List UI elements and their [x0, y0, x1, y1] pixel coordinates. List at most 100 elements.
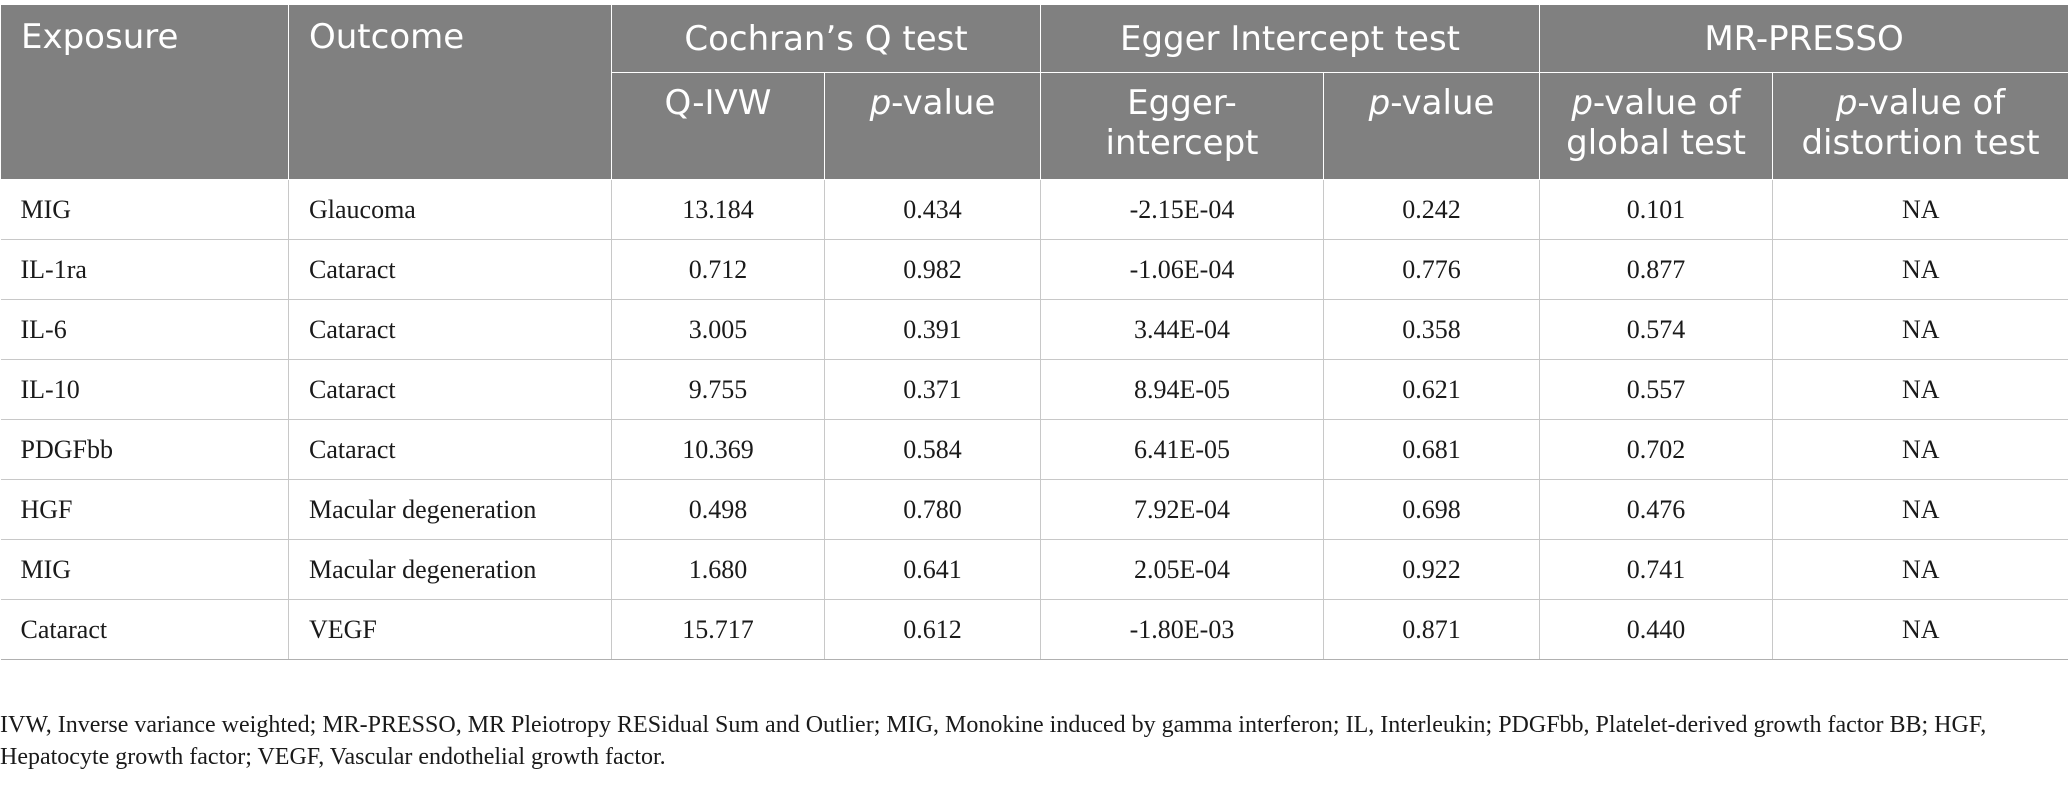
header-exposure: Exposure — [0, 4, 289, 180]
mr-sensitivity-table: Exposure Outcome Cochran’s Q test Egger … — [0, 4, 2068, 660]
cell-exposure: MIG — [0, 539, 289, 600]
cell-q-p: 0.982 — [824, 239, 1041, 300]
header-egger-intercept-test: Egger Intercept test — [1039, 4, 1541, 73]
p-value-suffix: -value — [891, 83, 996, 123]
cell-exposure: MIG — [0, 179, 289, 240]
table-row: IL-10 Cataract 9.755 0.371 8.94E-05 0.62… — [0, 359, 2068, 420]
header-q-p-value: p-value — [824, 72, 1041, 180]
cell-egger-p: 0.871 — [1322, 599, 1541, 660]
cell-q-p: 0.641 — [824, 539, 1041, 600]
header-row-sub: Q-IVW p-value Egger-intercept p-value p-… — [1, 72, 2068, 180]
cell-egger-p: 0.776 — [1322, 239, 1541, 300]
p-italic: p — [1571, 83, 1593, 123]
cell-distortion-p: NA — [1772, 299, 2068, 360]
table-row: Cataract VEGF 15.717 0.612 -1.80E-03 0.8… — [0, 599, 2068, 660]
cell-egger-p: 0.681 — [1322, 419, 1541, 480]
cell-q-ivw: 3.005 — [611, 299, 825, 360]
cell-q-p: 0.780 — [824, 479, 1041, 540]
cell-q-p: 0.371 — [824, 359, 1041, 420]
header-distortion-test-p-value: p-value of distortion test — [1772, 72, 2068, 180]
cell-distortion-p: NA — [1772, 539, 2068, 600]
cell-distortion-p: NA — [1772, 179, 2068, 240]
cell-q-p: 0.434 — [824, 179, 1041, 240]
cell-egger-intercept: 7.92E-04 — [1040, 479, 1324, 540]
header-global-test-p-value: p-value of global test — [1539, 72, 1774, 180]
header-egger-intercept: Egger-intercept — [1040, 72, 1324, 180]
cell-q-ivw: 15.717 — [611, 599, 825, 660]
cell-egger-intercept: 8.94E-05 — [1040, 359, 1324, 420]
header-outcome: Outcome — [288, 4, 612, 180]
cell-global-p: 0.101 — [1539, 179, 1774, 240]
table-row: MIG Glaucoma 13.184 0.434 -2.15E-04 0.24… — [0, 179, 2068, 240]
cell-distortion-p: NA — [1772, 419, 2068, 480]
table-body: MIG Glaucoma 13.184 0.434 -2.15E-04 0.24… — [0, 179, 2068, 660]
header-cochran-q-test: Cochran’s Q test — [611, 4, 1041, 73]
cell-distortion-p: NA — [1772, 599, 2068, 660]
cell-q-ivw: 0.712 — [611, 239, 825, 300]
distortion-test-line1-suffix: -value of — [1857, 83, 2006, 123]
table-container: Exposure Outcome Cochran’s Q test Egger … — [0, 4, 2068, 660]
cell-distortion-p: NA — [1772, 239, 2068, 300]
cell-exposure: Cataract — [0, 599, 289, 660]
cell-global-p: 0.476 — [1539, 479, 1774, 540]
cell-exposure: IL-10 — [0, 359, 289, 420]
cell-egger-p: 0.621 — [1322, 359, 1541, 420]
p-value-suffix: -value — [1390, 83, 1495, 123]
cell-egger-intercept: -1.06E-04 — [1040, 239, 1324, 300]
cell-egger-intercept: 6.41E-05 — [1040, 419, 1324, 480]
p-italic: p — [1368, 83, 1391, 123]
cell-global-p: 0.557 — [1539, 359, 1774, 420]
cell-outcome: Macular degeneration — [288, 479, 612, 540]
cell-q-p: 0.391 — [824, 299, 1041, 360]
p-italic: p — [1835, 83, 1858, 123]
cell-q-ivw: 13.184 — [611, 179, 825, 240]
cell-global-p: 0.702 — [1539, 419, 1774, 480]
cell-outcome: Cataract — [288, 299, 612, 360]
cell-q-ivw: 0.498 — [611, 479, 825, 540]
cell-global-p: 0.877 — [1539, 239, 1774, 300]
table-row: HGF Macular degeneration 0.498 0.780 7.9… — [0, 479, 2068, 540]
cell-egger-intercept: -1.80E-03 — [1040, 599, 1324, 660]
header-q-ivw: Q-IVW — [611, 72, 825, 180]
global-test-line1-suffix: -value of — [1592, 83, 1741, 123]
cell-egger-p: 0.242 — [1322, 179, 1541, 240]
cell-q-p: 0.612 — [824, 599, 1041, 660]
header-mr-presso: MR-PRESSO — [1539, 4, 2068, 73]
cell-outcome: VEGF — [288, 599, 612, 660]
p-italic: p — [869, 83, 892, 123]
table-row: IL-1ra Cataract 0.712 0.982 -1.06E-04 0.… — [0, 239, 2068, 300]
cell-egger-p: 0.922 — [1322, 539, 1541, 600]
table-header: Exposure Outcome Cochran’s Q test Egger … — [0, 4, 2068, 180]
cell-global-p: 0.574 — [1539, 299, 1774, 360]
cell-outcome: Macular degeneration — [288, 539, 612, 600]
cell-exposure: PDGFbb — [0, 419, 289, 480]
cell-exposure: IL-1ra — [0, 239, 289, 300]
cell-egger-intercept: 3.44E-04 — [1040, 299, 1324, 360]
egger-intercept-line1: Egger- — [1127, 83, 1237, 123]
global-test-line2: global test — [1566, 123, 1746, 163]
cell-egger-p: 0.358 — [1322, 299, 1541, 360]
cell-egger-intercept: -2.15E-04 — [1040, 179, 1324, 240]
cell-distortion-p: NA — [1772, 479, 2068, 540]
cell-egger-intercept: 2.05E-04 — [1040, 539, 1324, 600]
cell-outcome: Cataract — [288, 419, 612, 480]
egger-intercept-line2: intercept — [1105, 123, 1259, 163]
cell-outcome: Cataract — [288, 239, 612, 300]
cell-outcome: Glaucoma — [288, 179, 612, 240]
cell-exposure: IL-6 — [0, 299, 289, 360]
cell-global-p: 0.440 — [1539, 599, 1774, 660]
header-row-top: Exposure Outcome Cochran’s Q test Egger … — [0, 4, 2068, 180]
cell-q-ivw: 9.755 — [611, 359, 825, 420]
cell-q-ivw: 1.680 — [611, 539, 825, 600]
cell-q-p: 0.584 — [824, 419, 1041, 480]
table-row: IL-6 Cataract 3.005 0.391 3.44E-04 0.358… — [0, 299, 2068, 360]
distortion-test-line2: distortion test — [1801, 123, 2040, 163]
cell-exposure: HGF — [0, 479, 289, 540]
cell-q-ivw: 10.369 — [611, 419, 825, 480]
table-footnote: IVW, Inverse variance weighted; MR-PRESS… — [0, 712, 1987, 770]
cell-distortion-p: NA — [1772, 359, 2068, 420]
table-row: PDGFbb Cataract 10.369 0.584 6.41E-05 0.… — [0, 419, 2068, 480]
table-row: MIG Macular degeneration 1.680 0.641 2.0… — [0, 539, 2068, 600]
cell-outcome: Cataract — [288, 359, 612, 420]
cell-global-p: 0.741 — [1539, 539, 1774, 600]
